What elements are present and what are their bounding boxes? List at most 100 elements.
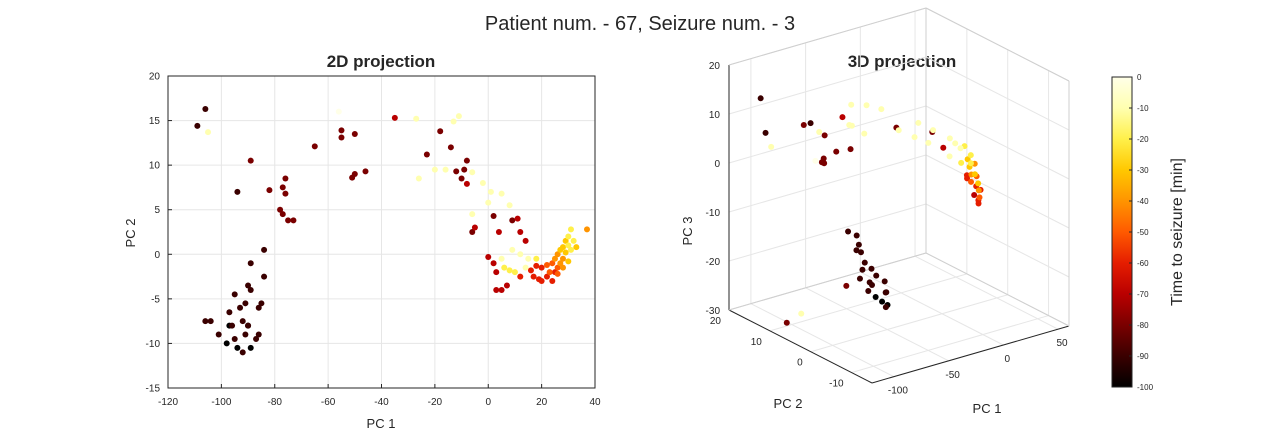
scatter-point	[226, 309, 233, 316]
scatter-point	[573, 244, 580, 251]
scatter-point	[247, 286, 254, 293]
scatter-point-3d	[869, 281, 876, 288]
z-tick-label-3d: -30	[706, 306, 721, 317]
grid-line-back-z	[728, 56, 927, 115]
scatter-point	[338, 134, 345, 141]
scatter-point-3d	[807, 120, 814, 127]
scatter-point	[485, 253, 492, 260]
panel-3d-zlabel: PC 3	[680, 217, 695, 246]
scatter-point	[530, 273, 537, 280]
colorbar-tick-label: -100	[1137, 383, 1154, 392]
scatter-point	[559, 244, 566, 251]
scatter-point-3d	[879, 298, 886, 305]
scatter-point-3d	[967, 160, 974, 167]
scatter-point	[559, 255, 566, 262]
box-edge	[728, 252, 927, 311]
scatter-point	[506, 267, 513, 274]
scatter-point	[498, 190, 505, 197]
panel-3d-points	[757, 95, 984, 326]
grid-line-side-z	[925, 203, 1070, 278]
scatter-point-3d	[940, 144, 947, 151]
scatter-point	[551, 255, 558, 262]
scatter-point	[506, 202, 513, 209]
scatter-point	[245, 282, 252, 289]
scatter-point	[285, 217, 292, 224]
scatter-point	[498, 286, 505, 293]
scatter-point	[311, 143, 318, 150]
grid-line-side-z	[925, 154, 1070, 229]
grid-line-side-z	[925, 105, 1070, 180]
scatter-point	[469, 229, 476, 235]
panel-2d-ticks: -120 -100 -80 -60 -40 -20 0 20 40 -15 -10 -5 0 5 10 15 2…	[146, 72, 601, 409]
scatter-point-3d	[848, 101, 855, 108]
y-tick-label-3d: 10	[751, 337, 763, 348]
scatter-point	[487, 188, 494, 195]
scatter-point	[565, 233, 572, 240]
colorbar-tick-label: -20	[1137, 135, 1149, 144]
scatter-point-3d	[925, 139, 932, 146]
scatter-point	[554, 251, 561, 258]
scatter-point	[485, 199, 492, 206]
scatter-point	[498, 255, 505, 262]
scatter-point-3d	[821, 132, 828, 139]
grid-line-floor-y	[810, 294, 1008, 353]
scatter-point	[469, 169, 476, 176]
scatter-point-3d	[846, 121, 853, 128]
y-tick-label-3d: -10	[829, 379, 844, 390]
scatter-point	[242, 300, 249, 307]
scatter-point	[282, 190, 289, 197]
scatter-point-3d	[882, 304, 889, 311]
scatter-point-3d	[861, 259, 868, 266]
scatter-point-3d	[952, 140, 959, 147]
scatter-point	[237, 304, 244, 311]
scatter-point-3d	[868, 265, 875, 272]
scatter-point	[205, 129, 212, 136]
scatter-point	[543, 261, 550, 268]
y-tick-label-3d: 20	[710, 316, 722, 327]
y-tick-label: -10	[146, 339, 161, 350]
colorbar-tick-label: -70	[1137, 290, 1149, 299]
scatter-point-3d	[859, 266, 866, 273]
scatter-point-3d	[911, 134, 918, 141]
scatter-point-3d	[857, 249, 864, 256]
scatter-point-3d	[856, 275, 863, 282]
scatter-point	[557, 260, 564, 267]
x-tick-label: -80	[268, 397, 283, 408]
panel-3d-ylabel: PC 2	[774, 396, 803, 411]
scatter-point	[234, 344, 241, 351]
scatter-point-3d	[946, 153, 953, 160]
scatter-point	[431, 166, 438, 173]
scatter-point	[549, 260, 556, 267]
scatter-point	[202, 318, 209, 325]
scatter-point	[207, 318, 214, 325]
scatter-point	[562, 249, 569, 256]
scatter-point-3d	[976, 194, 983, 201]
scatter-point	[509, 217, 516, 224]
x-tick-label: -20	[428, 397, 443, 408]
scatter-point-3d	[812, 157, 819, 164]
scatter-point	[261, 246, 268, 253]
scatter-point	[229, 322, 236, 329]
scatter-point-3d	[845, 228, 852, 235]
x-tick-label-3d: -100	[888, 386, 908, 397]
scatter-point	[517, 273, 524, 280]
scatter-point	[234, 188, 241, 195]
x-tick-label: -40	[374, 397, 389, 408]
colorbar-tick-label: -90	[1137, 352, 1149, 361]
scatter-point-3d	[865, 287, 872, 294]
y-tick-label: 10	[149, 161, 161, 172]
z-tick-label-3d: -20	[706, 257, 721, 268]
scatter-point	[490, 260, 497, 267]
x-tick-label: -60	[321, 397, 336, 408]
scatter-point	[255, 331, 262, 338]
scatter-point	[245, 322, 252, 329]
y-tick-label: -15	[146, 384, 161, 395]
y-tick-label: 15	[149, 116, 161, 127]
scatter-point	[458, 175, 465, 182]
z-tick-label-3d: 0	[714, 159, 720, 170]
axis-y	[728, 309, 873, 384]
scatter-point	[391, 114, 398, 121]
z-tick-label-3d: 20	[709, 61, 721, 72]
scatter-point	[455, 113, 462, 120]
